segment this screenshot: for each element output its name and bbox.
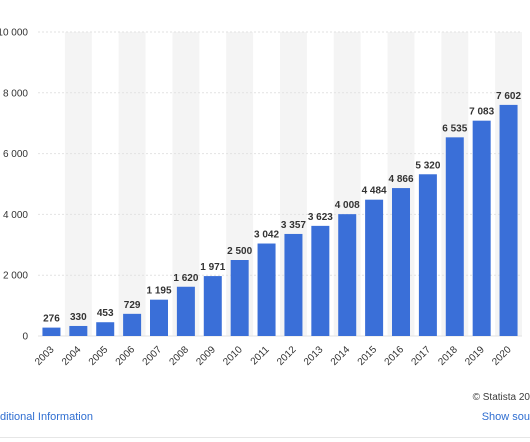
y-tick-label-6000: 6 000 bbox=[3, 149, 28, 160]
bar-2017 bbox=[418, 174, 437, 336]
x-tick-label-2007: 2007 bbox=[141, 344, 165, 368]
x-tick-label-2013: 2013 bbox=[302, 344, 326, 368]
value-label-2009: 1 971 bbox=[200, 262, 225, 273]
band-2006 bbox=[118, 32, 146, 336]
x-tick-label-2017: 2017 bbox=[409, 344, 433, 368]
value-label-2004: 330 bbox=[70, 312, 87, 323]
bar-chart: 0 2 000 4 000 6 000 8 000 10 000 276 2003 330 200… bbox=[0, 28, 522, 368]
x-tick-label-2006: 2006 bbox=[114, 344, 138, 368]
value-label-2020: 7 602 bbox=[496, 91, 521, 102]
bar-2012 bbox=[284, 233, 303, 336]
value-label-2010: 2 500 bbox=[227, 246, 252, 257]
x-tick-label-2008: 2008 bbox=[167, 344, 191, 368]
x-tick-label-2005: 2005 bbox=[87, 344, 111, 368]
bar-2014 bbox=[338, 214, 357, 336]
x-tick-label-2019: 2019 bbox=[463, 344, 487, 368]
additional-information-link[interactable]: ditional Information bbox=[0, 411, 93, 423]
x-tick-label-2016: 2016 bbox=[383, 344, 407, 368]
x-tick-label-2010: 2010 bbox=[221, 344, 245, 368]
bar-2005 bbox=[96, 322, 115, 336]
bar-2004 bbox=[69, 325, 88, 336]
bar-2010 bbox=[230, 260, 249, 336]
bar-2008 bbox=[176, 286, 195, 336]
bar-2016 bbox=[392, 188, 410, 336]
bar-2020 bbox=[499, 104, 518, 336]
bar-2007 bbox=[150, 299, 168, 336]
value-label-2007: 1 195 bbox=[146, 286, 171, 297]
bar-2006 bbox=[123, 313, 142, 336]
value-label-2019: 7 083 bbox=[469, 107, 494, 118]
bar-2011 bbox=[257, 243, 276, 336]
value-label-2013: 3 623 bbox=[308, 212, 333, 223]
y-tick-label-2000: 2 000 bbox=[3, 271, 28, 282]
x-tick-label-2004: 2004 bbox=[60, 344, 84, 368]
y-tick-label-10000: 10 000 bbox=[0, 28, 28, 39]
x-tick-label-2014: 2014 bbox=[329, 344, 353, 368]
value-label-2005: 453 bbox=[97, 308, 114, 319]
x-tick-label-2011: 2011 bbox=[249, 344, 272, 367]
value-label-2008: 1 620 bbox=[173, 273, 198, 284]
x-tick-label-2015: 2015 bbox=[356, 344, 380, 368]
value-label-2011: 3 042 bbox=[254, 230, 279, 241]
bar-2013 bbox=[311, 225, 330, 336]
band-2004 bbox=[64, 32, 92, 336]
bar-2018 bbox=[445, 137, 464, 336]
bar-2019 bbox=[472, 120, 491, 336]
x-tick-label-2012: 2012 bbox=[275, 344, 299, 368]
value-label-2015: 4 484 bbox=[362, 186, 387, 197]
footer-divider bbox=[0, 437, 530, 438]
value-label-2003: 276 bbox=[43, 314, 60, 325]
value-label-2014: 4 008 bbox=[335, 200, 360, 211]
value-label-2016: 4 866 bbox=[388, 174, 413, 185]
bar-2003 bbox=[42, 327, 61, 336]
x-tick-label-2009: 2009 bbox=[194, 344, 218, 368]
value-label-2017: 5 320 bbox=[415, 160, 440, 171]
bar-2009 bbox=[203, 276, 222, 336]
y-tick-label-0: 0 bbox=[22, 332, 28, 343]
x-tick-label-2003: 2003 bbox=[33, 344, 57, 368]
bar-2015 bbox=[365, 199, 384, 336]
statista-credit: © Statista 20 bbox=[472, 392, 530, 403]
show-source-link[interactable]: Show sou bbox=[481, 411, 530, 423]
value-label-2006: 729 bbox=[124, 300, 141, 311]
x-tick-label-2018: 2018 bbox=[436, 344, 460, 368]
value-label-2018: 6 535 bbox=[442, 123, 467, 134]
value-label-2012: 3 357 bbox=[281, 220, 306, 231]
x-tick-label-2020: 2020 bbox=[490, 344, 514, 368]
y-tick-label-8000: 8 000 bbox=[3, 88, 28, 99]
y-tick-label-4000: 4 000 bbox=[3, 210, 28, 221]
band-2008 bbox=[172, 32, 200, 336]
